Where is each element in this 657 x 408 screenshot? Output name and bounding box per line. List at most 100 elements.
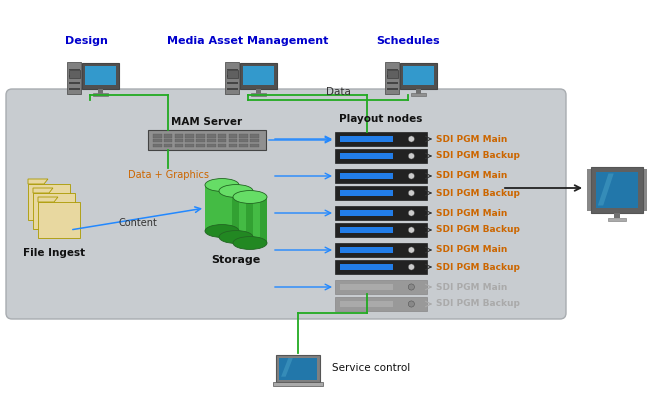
Text: SDI PGM Main: SDI PGM Main (436, 171, 507, 180)
Bar (185, 134, 194, 137)
FancyBboxPatch shape (38, 202, 80, 238)
FancyBboxPatch shape (335, 186, 427, 200)
Bar (153, 134, 162, 137)
Bar (387, 75, 397, 77)
Bar (340, 210, 394, 216)
Bar (260, 197, 267, 243)
Text: Service control: Service control (332, 363, 410, 373)
Bar (227, 82, 238, 84)
Bar (340, 153, 394, 159)
Bar (250, 134, 259, 137)
Circle shape (408, 173, 415, 179)
Circle shape (408, 210, 415, 216)
Bar (207, 144, 215, 147)
Bar (69, 82, 79, 84)
Text: SDI PGM Backup: SDI PGM Backup (436, 299, 520, 308)
FancyBboxPatch shape (335, 149, 427, 163)
Polygon shape (28, 179, 48, 184)
Bar (205, 185, 239, 231)
Bar (340, 247, 394, 253)
Bar (340, 173, 394, 179)
Bar (239, 144, 248, 147)
Bar (250, 144, 259, 147)
Text: Media Asset Management: Media Asset Management (168, 36, 328, 46)
FancyBboxPatch shape (67, 62, 81, 94)
FancyBboxPatch shape (225, 62, 239, 94)
FancyBboxPatch shape (277, 355, 319, 382)
FancyBboxPatch shape (335, 243, 427, 257)
Text: Data + Graphics: Data + Graphics (127, 170, 208, 180)
Text: File Ingest: File Ingest (23, 248, 85, 258)
FancyBboxPatch shape (33, 193, 75, 229)
Ellipse shape (233, 237, 267, 249)
Circle shape (408, 264, 415, 270)
Bar (153, 139, 162, 142)
Circle shape (408, 284, 415, 290)
Ellipse shape (205, 179, 239, 191)
Bar (340, 264, 394, 270)
Bar (69, 89, 79, 90)
Bar (196, 144, 205, 147)
FancyBboxPatch shape (6, 89, 566, 319)
Bar (340, 190, 394, 196)
Bar (196, 139, 205, 142)
Bar (175, 134, 183, 137)
FancyBboxPatch shape (335, 132, 427, 146)
Polygon shape (598, 173, 614, 206)
Bar (243, 66, 274, 85)
Bar (643, 169, 647, 211)
Circle shape (408, 247, 415, 253)
Bar (185, 139, 194, 142)
FancyBboxPatch shape (591, 167, 643, 213)
Text: Storage: Storage (212, 255, 261, 265)
Bar (340, 227, 394, 233)
Text: SDI PGM Backup: SDI PGM Backup (436, 262, 520, 271)
FancyBboxPatch shape (400, 63, 436, 89)
Bar (227, 75, 238, 77)
FancyBboxPatch shape (227, 71, 238, 78)
Circle shape (408, 301, 415, 307)
Text: Design: Design (64, 36, 108, 46)
Bar (175, 144, 183, 147)
Bar (250, 139, 259, 142)
Bar (246, 191, 253, 237)
Bar (340, 284, 394, 290)
Bar (185, 144, 194, 147)
Text: SDI PGM Main: SDI PGM Main (436, 246, 507, 255)
Bar (340, 136, 394, 142)
FancyBboxPatch shape (273, 382, 323, 386)
Bar (403, 66, 434, 85)
Bar (196, 134, 205, 137)
Bar (239, 134, 248, 137)
Bar (98, 89, 103, 94)
Polygon shape (38, 197, 58, 202)
Bar (175, 139, 183, 142)
Bar (164, 139, 172, 142)
Bar (69, 69, 79, 71)
FancyBboxPatch shape (240, 63, 277, 89)
Bar (227, 69, 238, 71)
FancyBboxPatch shape (69, 71, 79, 78)
FancyBboxPatch shape (335, 297, 427, 311)
Bar (229, 134, 237, 137)
Bar (227, 89, 238, 90)
Text: SDI PGM Backup: SDI PGM Backup (436, 188, 520, 197)
Text: SDI PGM Main: SDI PGM Main (436, 208, 507, 217)
Bar (614, 213, 620, 218)
Polygon shape (33, 188, 53, 193)
Text: Data: Data (326, 87, 350, 97)
Bar (207, 139, 215, 142)
Polygon shape (281, 358, 293, 377)
Bar (218, 139, 227, 142)
Bar (596, 171, 638, 208)
Bar (93, 93, 108, 95)
Bar (587, 169, 591, 211)
FancyBboxPatch shape (335, 260, 427, 274)
Bar (340, 301, 394, 307)
Text: SDI PGM Main: SDI PGM Main (436, 135, 507, 144)
Bar (229, 139, 237, 142)
Text: MAM Server: MAM Server (171, 117, 242, 127)
Text: SDI PGM Backup: SDI PGM Backup (436, 151, 520, 160)
FancyBboxPatch shape (335, 280, 427, 294)
Bar (608, 218, 626, 221)
